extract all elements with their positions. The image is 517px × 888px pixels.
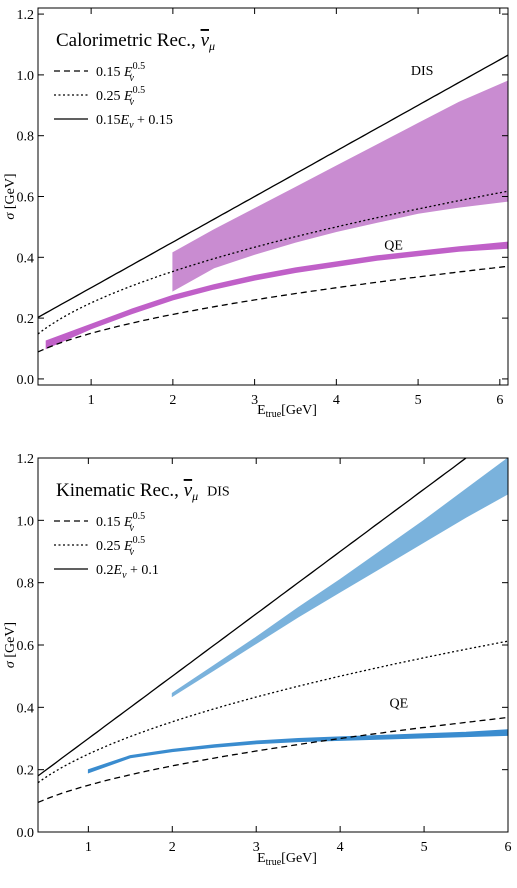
- x-label-sub: true: [266, 857, 282, 868]
- y-tick-label: 1.0: [17, 514, 35, 529]
- legend-coef: 0.25: [96, 89, 124, 104]
- y-tick-label: 0.4: [17, 701, 35, 716]
- legend-coef: 0.15: [96, 113, 121, 128]
- x-tick-label: 2: [169, 840, 176, 855]
- legend-title: Calorimetric Rec., νμ: [56, 30, 215, 53]
- y-tick-label: 0.2: [17, 764, 35, 779]
- x-label-sub: true: [266, 409, 282, 420]
- legend-title-sub: μ: [208, 39, 215, 53]
- y-tick-label: 0.4: [17, 251, 35, 266]
- qe-band: [45, 241, 508, 350]
- x-label-unit: [GeV]: [281, 403, 317, 418]
- y-axis-label: σ [GeV]: [3, 622, 18, 668]
- legend-sym: E: [123, 539, 133, 554]
- x-tick-label: 3: [253, 840, 260, 855]
- legend-sub: ν: [122, 570, 127, 581]
- x-tick-label: 6: [496, 393, 503, 408]
- legend-label-solid: 0.15Eν + 0.15: [96, 113, 173, 131]
- x-tick-label: 2: [169, 393, 176, 408]
- legend-coef: 0.2: [96, 563, 114, 578]
- legend-label-solid: 0.2Eν + 0.1: [96, 563, 159, 581]
- y-axis-label: σ [GeV]: [3, 173, 18, 219]
- legend-coef: 0.15: [96, 65, 124, 80]
- y-tick-label: 0.0: [17, 826, 35, 841]
- legend-sup: 0.5: [133, 85, 146, 96]
- legend-coef: 0.25: [96, 539, 124, 554]
- legend-sym: E: [120, 113, 130, 128]
- legend-title-text: Kinematic Rec.,: [56, 480, 184, 501]
- legend-sub: ν: [129, 547, 134, 558]
- y-label-unit: [GeV]: [3, 173, 18, 212]
- annotation-qe: QE: [384, 239, 403, 254]
- annotation-dis: DIS: [411, 64, 434, 79]
- legend-title-sub: μ: [191, 489, 198, 503]
- y-label-unit: [GeV]: [3, 622, 18, 661]
- legend-sym: E: [123, 65, 133, 80]
- legend-title-sym: ν: [201, 30, 210, 51]
- curve-dotted: [38, 640, 508, 784]
- x-tick-label: 6: [505, 840, 512, 855]
- y-label-sym: σ: [3, 212, 18, 220]
- legend-sub: ν: [129, 523, 134, 534]
- dis-band: [171, 458, 508, 698]
- legend-sup: 0.5: [133, 61, 146, 72]
- x-tick-label: 3: [251, 393, 258, 408]
- curve-dashed: [38, 265, 508, 353]
- legend-sub: ν: [129, 73, 134, 84]
- legend-sym: E: [123, 515, 133, 530]
- x-tick-label: 4: [337, 840, 344, 855]
- y-tick-label: 1.2: [17, 452, 35, 467]
- legend-title-sym: ν: [184, 480, 193, 501]
- curve-solid: [38, 54, 508, 318]
- x-tick-label: 5: [415, 393, 422, 408]
- x-tick-label: 1: [85, 840, 92, 855]
- curve-dotted: [38, 190, 508, 335]
- legend-title-text: Calorimetric Rec.,: [56, 30, 201, 51]
- legend-label-dotted: 0.25 E0.5 ν: [96, 535, 145, 558]
- x-label-main: E: [257, 403, 266, 418]
- x-tick-label: 5: [421, 840, 428, 855]
- legend-sub: ν: [129, 120, 134, 131]
- legend-coef: 0.15: [96, 515, 124, 530]
- y-tick-label: 1.2: [17, 8, 35, 23]
- dis-band: [172, 80, 508, 292]
- legend-title: Kinematic Rec., νμ: [56, 480, 198, 503]
- legend-label-dashed: 0.15 E0.5 ν: [96, 511, 145, 534]
- legend-sup: 0.5: [133, 535, 146, 546]
- legend-sub: ν: [129, 97, 134, 108]
- x-axis-label: Etrue[GeV]: [257, 403, 317, 420]
- y-tick-label: 0.6: [17, 639, 35, 654]
- legend-sym: E: [123, 89, 133, 104]
- x-tick-label: 4: [333, 393, 340, 408]
- legend-sym: E: [113, 563, 123, 578]
- y-tick-label: 0.6: [17, 191, 35, 206]
- y-tick-label: 0.8: [17, 130, 35, 145]
- y-tick-label: 0.2: [17, 312, 35, 327]
- annotation-qe: QE: [390, 696, 409, 711]
- legend-label-dashed: 0.15 E0.5 ν: [96, 61, 145, 84]
- x-tick-label: 1: [88, 393, 95, 408]
- qe-band: [87, 729, 508, 774]
- curve-dashed: [38, 716, 508, 804]
- legend-tail: + 0.15: [134, 113, 173, 128]
- legend-sup: 0.5: [133, 511, 146, 522]
- y-tick-label: 1.0: [17, 69, 35, 84]
- x-label-main: E: [257, 851, 266, 866]
- curve-solid: [38, 458, 468, 777]
- legend-label-dotted: 0.25 E0.5 ν: [96, 85, 145, 108]
- legend-tail: + 0.1: [127, 563, 159, 578]
- y-tick-label: 0.8: [17, 577, 35, 592]
- plot-area: [38, 54, 508, 353]
- annotation-dis: DIS: [207, 484, 230, 499]
- y-tick-label: 0.0: [17, 373, 35, 388]
- plot-area: [38, 458, 508, 804]
- x-axis-label: Etrue[GeV]: [257, 851, 317, 868]
- x-label-unit: [GeV]: [281, 851, 317, 866]
- y-label-sym: σ: [3, 660, 18, 668]
